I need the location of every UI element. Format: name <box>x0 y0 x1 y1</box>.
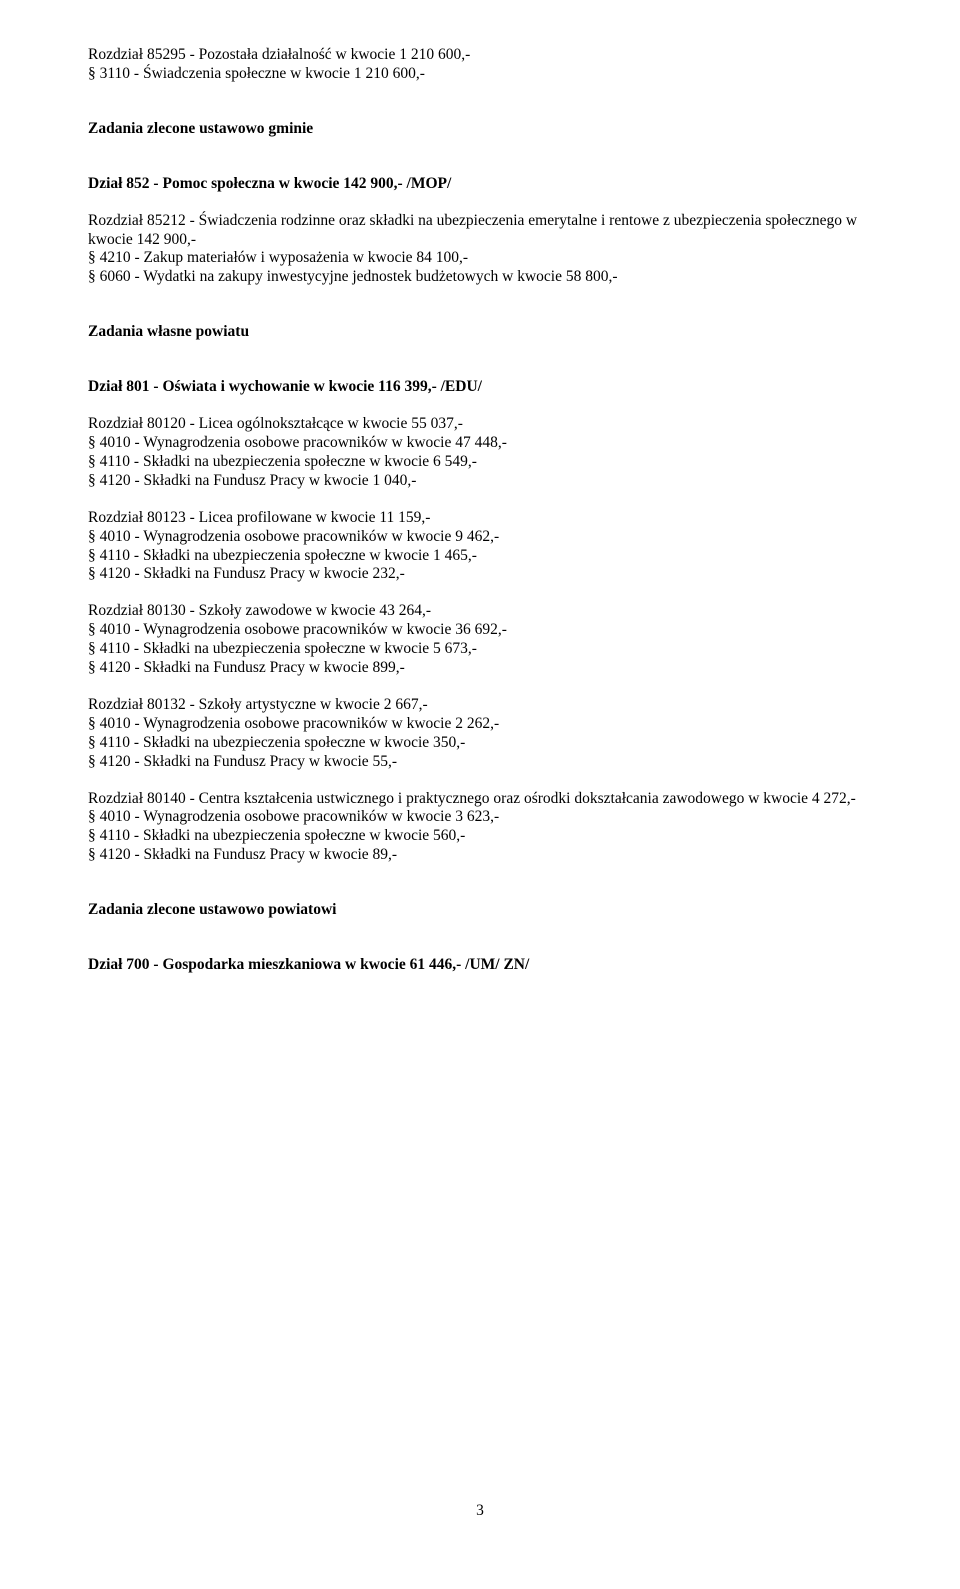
body-line: § 4120 - Składki na Fundusz Pracy w kwoc… <box>88 846 872 865</box>
body-line: § 4110 - Składki na ubezpieczenia społec… <box>88 547 872 566</box>
section-heading: Zadania zlecone ustawowo powiatowi <box>88 901 872 920</box>
body-line: § 4120 - Składki na Fundusz Pracy w kwoc… <box>88 753 872 772</box>
body-line: § 3110 - Świadczenia społeczne w kwocie … <box>88 65 872 84</box>
body-line: § 4110 - Składki na ubezpieczenia społec… <box>88 827 872 846</box>
body-line: Rozdział 80120 - Licea ogólnokształcące … <box>88 415 872 434</box>
body-line: Rozdział 80123 - Licea profilowane w kwo… <box>88 509 872 528</box>
body-line: § 4120 - Składki na Fundusz Pracy w kwoc… <box>88 565 872 584</box>
page-number: 3 <box>0 1502 960 1521</box>
body-line: Rozdział 85295 - Pozostała działalność w… <box>88 46 872 65</box>
section-heading: Dział 852 - Pomoc społeczna w kwocie 142… <box>88 175 872 194</box>
document-page: Rozdział 85295 - Pozostała działalność w… <box>0 0 960 1589</box>
body-line: Rozdział 80130 - Szkoły zawodowe w kwoci… <box>88 602 872 621</box>
body-line: Rozdział 80140 - Centra kształcenia ustw… <box>88 790 872 809</box>
body-line: § 4010 - Wynagrodzenia osobowe pracownik… <box>88 808 872 827</box>
section-heading: Dział 700 - Gospodarka mieszkaniowa w kw… <box>88 956 872 975</box>
body-line: § 4210 - Zakup materiałów i wyposażenia … <box>88 249 872 268</box>
body-line: Rozdział 85212 - Świadczenia rodzinne or… <box>88 212 872 250</box>
section-heading: Dział 801 - Oświata i wychowanie w kwoci… <box>88 378 872 397</box>
section-heading: Zadania własne powiatu <box>88 323 872 342</box>
body-line: § 4110 - Składki na ubezpieczenia społec… <box>88 640 872 659</box>
body-line: § 4010 - Wynagrodzenia osobowe pracownik… <box>88 715 872 734</box>
body-line: § 4120 - Składki na Fundusz Pracy w kwoc… <box>88 472 872 491</box>
body-line: § 4110 - Składki na ubezpieczenia społec… <box>88 734 872 753</box>
body-line: § 4110 - Składki na ubezpieczenia społec… <box>88 453 872 472</box>
body-line: § 4010 - Wynagrodzenia osobowe pracownik… <box>88 434 872 453</box>
body-line: § 4010 - Wynagrodzenia osobowe pracownik… <box>88 528 872 547</box>
body-line: § 4120 - Składki na Fundusz Pracy w kwoc… <box>88 659 872 678</box>
body-line: § 4010 - Wynagrodzenia osobowe pracownik… <box>88 621 872 640</box>
body-line: § 6060 - Wydatki na zakupy inwestycyjne … <box>88 268 872 287</box>
body-line: Rozdział 80132 - Szkoły artystyczne w kw… <box>88 696 872 715</box>
section-heading: Zadania zlecone ustawowo gminie <box>88 120 872 139</box>
